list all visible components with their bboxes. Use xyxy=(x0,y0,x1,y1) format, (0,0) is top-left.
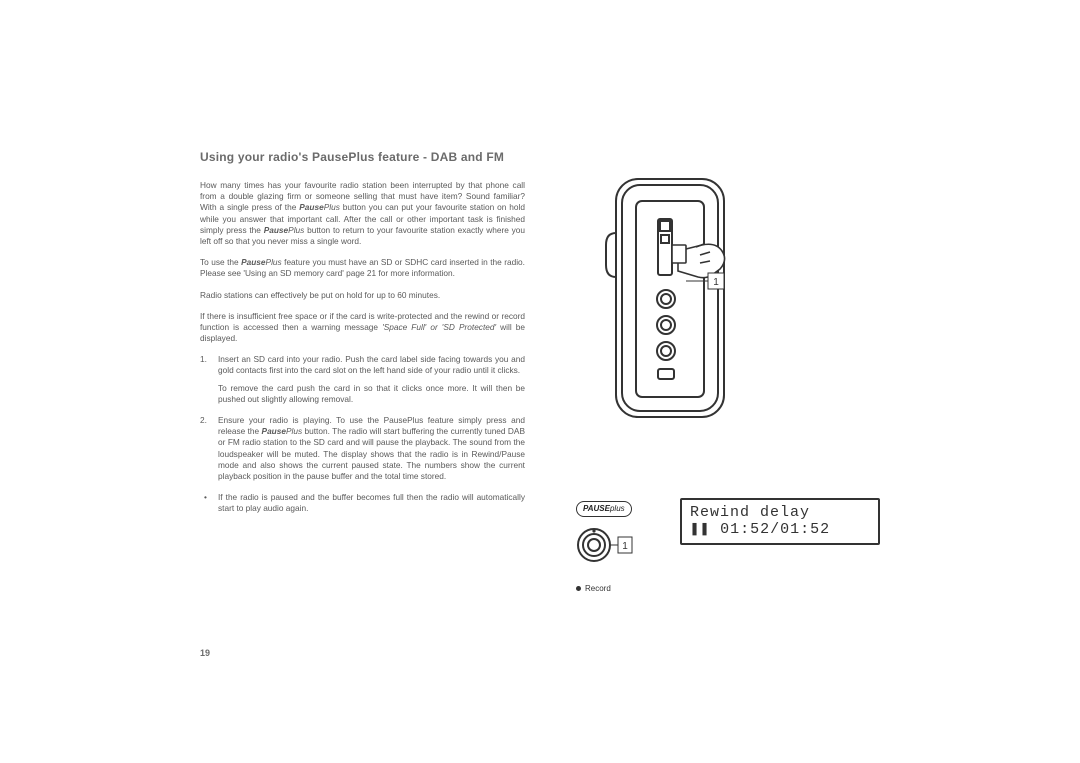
lcd-line1: Rewind delay xyxy=(690,504,870,521)
step-1: 1. Insert an SD card into your radio. Pu… xyxy=(200,354,525,405)
page-number: 19 xyxy=(200,648,210,658)
record-label-row: Record xyxy=(576,584,634,593)
record-dot-icon xyxy=(576,586,581,591)
lcd-display-figure: Rewind delay ❚❚ 01:52/01:52 xyxy=(680,498,880,545)
intro-p4: If there is insufficient free space or i… xyxy=(200,311,525,345)
bullet-notes: If the radio is paused and the buffer be… xyxy=(200,492,525,514)
step-2-text: Ensure your radio is playing. To use the… xyxy=(218,415,525,482)
body-text-column: How many times has your favourite radio … xyxy=(200,180,525,515)
numbered-steps: 1. Insert an SD card into your radio. Pu… xyxy=(200,354,525,482)
manual-page: Using your radio's PausePlus feature - D… xyxy=(0,0,1080,763)
intro-p1: How many times has your favourite radio … xyxy=(200,180,525,247)
intro-p3: Radio stations can effectively be put on… xyxy=(200,290,525,301)
callout-button-num: 1 xyxy=(622,541,628,552)
lcd-line2: ❚❚ 01:52/01:52 xyxy=(690,521,870,538)
pauseplus-button-figure: PAUSEplus 1 Record xyxy=(576,498,634,593)
lcd-screen: Rewind delay ❚❚ 01:52/01:52 xyxy=(680,498,880,545)
pauseplus-badge: PAUSEplus xyxy=(576,501,632,517)
dial-icon: 1 xyxy=(576,523,634,573)
step-2: 2. Ensure your radio is playing. To use … xyxy=(200,415,525,482)
page-heading: Using your radio's PausePlus feature - D… xyxy=(200,150,880,164)
bullet-1: If the radio is paused and the buffer be… xyxy=(200,492,525,514)
intro-p2: To use the PausePlus feature you must ha… xyxy=(200,257,525,279)
radio-side-illustration: 1 xyxy=(600,173,740,425)
callout-radio-num: 1 xyxy=(713,277,719,288)
